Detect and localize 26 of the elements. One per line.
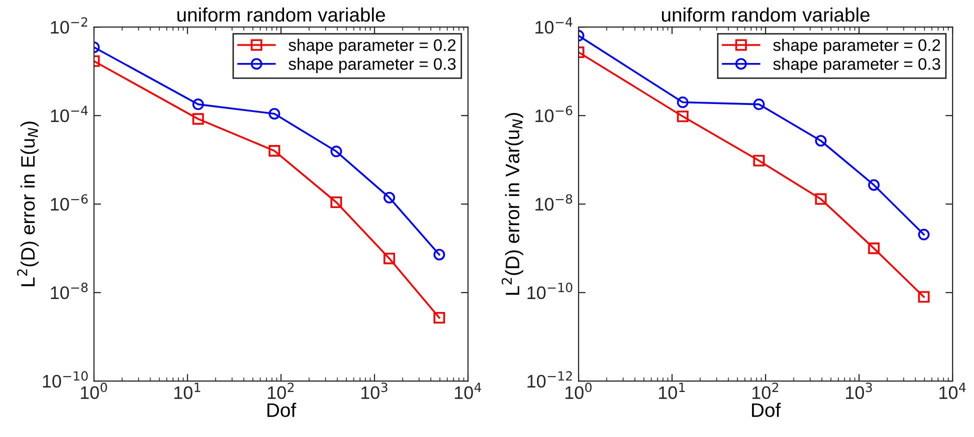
y-tick-label: 10$^{−2}$ — [50, 17, 88, 34]
x-tick-label: 10$^{3}$ — [361, 382, 388, 400]
y-axis-title: L$^{2}$(D) error in Var(u$_{N}$) — [502, 113, 524, 295]
y-tick-label: 10$^{−4}$ — [50, 106, 88, 122]
y-tick-label: 10$^{−8}$ — [50, 282, 88, 300]
y-tick-label: 10$^{−4}$ — [536, 17, 572, 34]
legend-label: shape parameter = 0.2 — [288, 38, 456, 54]
x-tick-label: 10$^{4}$ — [940, 382, 966, 400]
x-axis-title: Dof — [267, 402, 296, 418]
y-tick-label: 10$^{−10}$ — [528, 282, 572, 300]
x-tick-label: 10$^{2}$ — [752, 382, 778, 400]
x-tick-label: 10$^{2}$ — [268, 382, 294, 400]
x-tick-label: 10$^{4}$ — [454, 382, 482, 400]
legend-label: shape parameter = 0.3 — [773, 58, 940, 74]
legend-label: shape parameter = 0.3 — [288, 58, 456, 74]
y-axis-title: L$^{2}$(D) error in E(u$_{N}$) — [17, 122, 39, 286]
chart-title: uniform random variable — [177, 7, 385, 22]
x-axis-title: Dof — [752, 402, 781, 418]
legend-label: shape parameter = 0.2 — [773, 38, 940, 54]
chart-title: uniform random variable — [662, 7, 870, 22]
x-tick-label: 10$^{1}$ — [658, 382, 685, 400]
x-tick-label: 10$^{3}$ — [846, 382, 872, 400]
y-tick-label: 10$^{−6}$ — [536, 106, 572, 122]
x-tick-label: 10$^{1}$ — [174, 382, 200, 400]
y-tick-label: 10$^{−8}$ — [536, 194, 572, 211]
y-tick-label: 10$^{−6}$ — [50, 194, 88, 211]
